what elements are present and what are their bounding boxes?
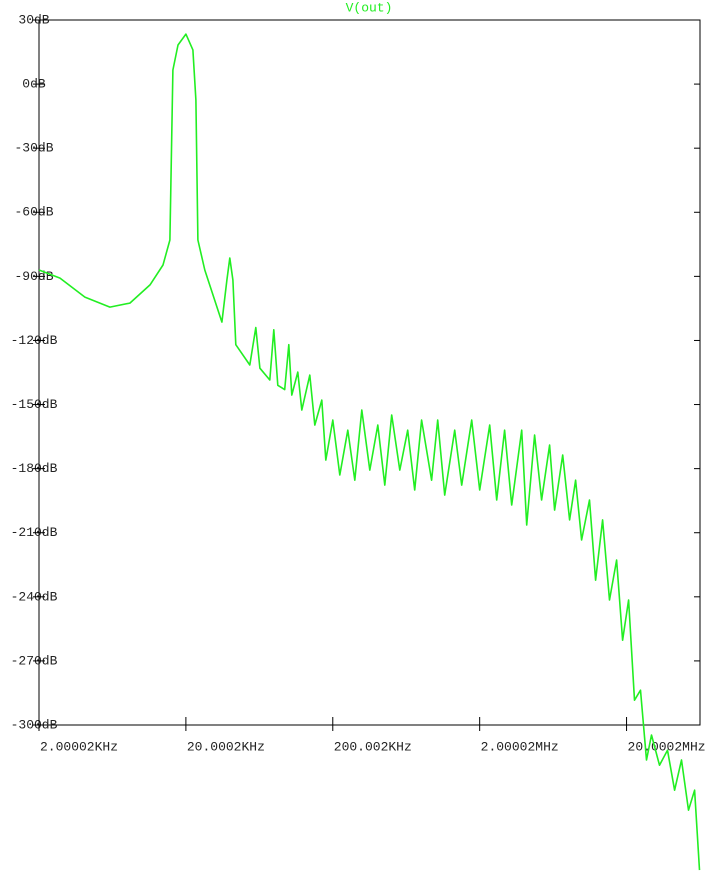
plot-frame — [38, 19, 701, 726]
x-tick-label: 20.0002MHz — [628, 739, 706, 754]
trace — [38, 33, 701, 871]
x-tick-label: 2.00002MHz — [481, 739, 559, 754]
x-tick-label: 20.0002KHz — [187, 739, 265, 754]
x-tick-label: 2.00002KHz — [40, 739, 118, 754]
chart-title: V(out) — [346, 0, 393, 15]
x-tick-label: 200.002KHz — [334, 739, 412, 754]
